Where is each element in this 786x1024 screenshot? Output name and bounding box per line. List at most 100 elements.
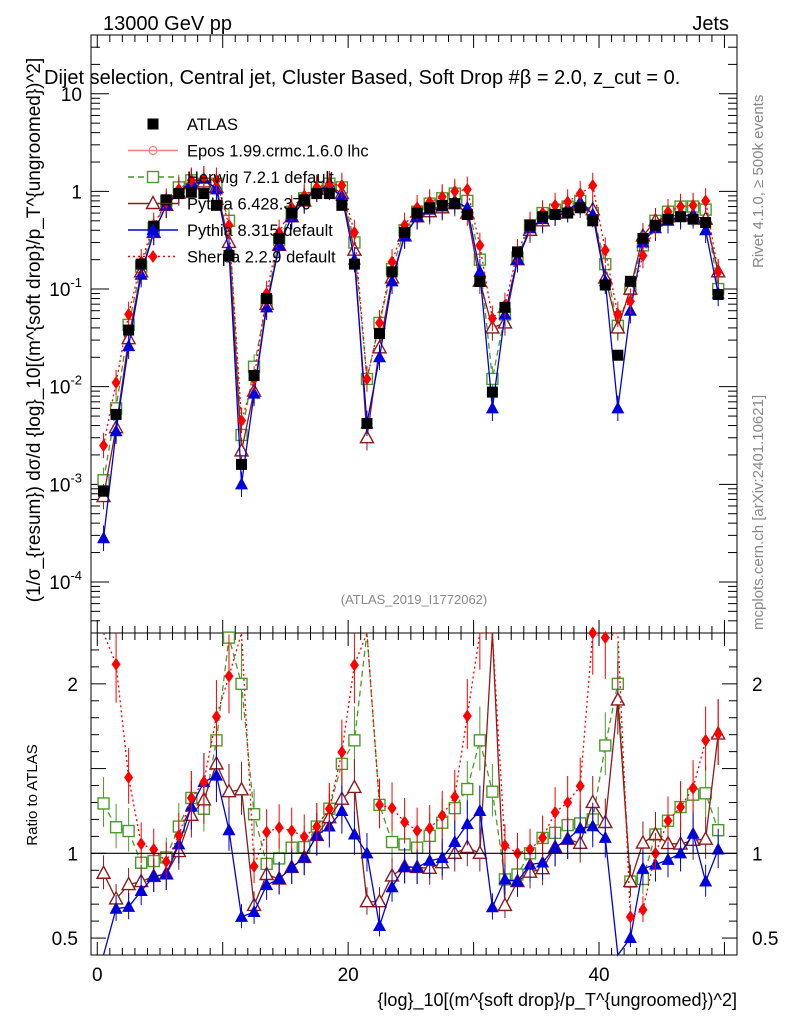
legend-label-sherpa-2-2-9-default: Sherpa 2.2.9 default: [187, 249, 336, 267]
pythia-8-315-default-point: [485, 401, 499, 414]
sherpa-2-2-9-default-ratio-point: [676, 800, 686, 814]
pythia-8-315-default-ratio-point: [373, 918, 387, 931]
sherpa-2-2-9-default-point: [701, 194, 711, 208]
atlas-point: [624, 275, 636, 287]
sherpa-2-2-9-default-ratio-point: [425, 821, 435, 835]
sherpa-2-2-9-default-ratio-line: [102, 632, 719, 918]
pythia-8-315-default-ratio-point: [398, 859, 412, 872]
atlas-point: [436, 199, 448, 211]
pythia-8-315-default-ratio-point: [235, 909, 249, 922]
sherpa-2-2-9-default-ratio-point: [136, 837, 146, 851]
sherpa-2-2-9-default-point: [99, 438, 109, 452]
sherpa-2-2-9-default-point: [224, 218, 234, 232]
sherpa-2-2-9-default-point: [387, 255, 397, 269]
legend-marker-pythia-6-428-370: [145, 195, 161, 210]
atlas-point: [336, 199, 348, 211]
atlas-point: [712, 288, 724, 300]
pythia-8-315-default-ratio-point: [561, 832, 575, 845]
pythia-6-428-370-ratio-point: [346, 778, 363, 794]
pythia-6-428-370-point: [359, 429, 375, 444]
pythia-8-315-default-ratio-point: [122, 899, 136, 912]
sherpa-2-2-9-default-ratio-point: [600, 631, 610, 645]
pythia-8-315-default-point: [611, 401, 625, 414]
y-tick-label: 10-4: [49, 568, 82, 594]
sherpa-2-2-9-default-ratio-point: [149, 842, 159, 856]
pythia-8-315-default-ratio-point: [699, 874, 713, 887]
analysis-id: (ATLAS_2019_I1772062): [341, 592, 487, 607]
atlas-point: [374, 328, 386, 340]
sherpa-2-2-9-default-ratio-point: [575, 779, 585, 793]
atlas-point: [286, 207, 298, 219]
y-tick-label: 10: [61, 85, 82, 106]
y-tick-label: 1: [71, 182, 82, 203]
sherpa-2-2-9-default-ratio-point: [462, 709, 472, 723]
sherpa-2-2-9-default-point: [613, 307, 623, 321]
sherpa-2-2-9-default-ratio-point: [299, 830, 309, 844]
pythia-8-315-default-ratio-point: [335, 803, 349, 816]
main-series: [95, 165, 726, 552]
atlas-point: [574, 202, 586, 214]
mcplots-label: mcplots.cern.ch [arXiv:2401.10621]: [750, 395, 767, 630]
x-tick-label: 0: [92, 965, 103, 986]
legend-label-atlas: ATLAS: [187, 116, 238, 134]
sherpa-2-2-9-default-point: [124, 307, 134, 321]
pythia-8-315-default-ratio-point: [247, 904, 261, 917]
sherpa-2-2-9-default-ratio-point: [312, 820, 322, 834]
sherpa-2-2-9-default-ratio-point: [174, 828, 184, 842]
herwig-7-2-1-default-ratio-point: [109, 821, 123, 834]
herwig-7-2-1-default-point: [486, 372, 499, 386]
herwig-7-2-1-default-ratio-point: [97, 797, 110, 810]
sherpa-2-2-9-default-point: [324, 177, 334, 191]
sherpa-2-2-9-default-point: [462, 182, 472, 196]
atlas-point: [236, 458, 248, 470]
pythia-8-315-default-point: [385, 274, 399, 287]
y-tick-label: 10-3: [49, 470, 82, 496]
herwig-7-2-1-default-ratio-point: [247, 808, 261, 821]
pythia-8-315-default-point: [109, 424, 123, 437]
pythia-8-315-default-ratio-point: [510, 874, 524, 887]
atlas-point: [486, 386, 498, 398]
sherpa-2-2-9-default-ratio-point: [287, 824, 297, 838]
pythia-8-315-default-ratio-point: [209, 768, 223, 781]
sherpa-2-2-9-default-ratio-point: [701, 733, 711, 747]
pythia-6-428-370-ratio-point: [610, 691, 626, 706]
atlas-point: [110, 408, 122, 420]
ratio-axis-label: Ratio to ATLAS: [24, 744, 41, 845]
pythia-8-315-default-ratio-point: [485, 900, 499, 913]
sherpa-2-2-9-default-point: [676, 200, 686, 214]
atlas-point: [298, 194, 310, 206]
atlas-point: [499, 301, 511, 313]
sherpa-2-2-9-default-ratio-point: [400, 815, 410, 829]
x-axis-label: {log}_10[(m^{soft drop}/p_T^{ungroomed})…: [377, 990, 737, 1011]
pythia-8-315-default-ratio-point: [686, 826, 700, 839]
herwig-7-2-1-default-ratio-point: [699, 787, 712, 800]
pythia-8-315-default-ratio-point: [285, 860, 299, 873]
pythia-8-315-default-ratio-point: [109, 901, 123, 914]
main-axis-ticks: 10-4 10-3 10-2 10-1 1 10: [49, 34, 737, 634]
atlas-point: [649, 219, 661, 231]
sherpa-2-2-9-default-point: [625, 294, 635, 308]
sherpa-2-2-9-default-point: [688, 198, 698, 212]
sherpa-2-2-9-default-ratio-point: [412, 824, 422, 838]
atlas-point: [461, 209, 473, 221]
atlas-point: [185, 186, 197, 198]
sherpa-2-2-9-default-ratio-point: [262, 825, 272, 839]
sherpa-2-2-9-default-ratio-point: [588, 626, 598, 640]
y-tick-label: 10-1: [49, 275, 82, 301]
atlas-point: [135, 258, 147, 270]
pythia-6-428-370-ratio-point: [120, 876, 137, 891]
atlas-point: [223, 250, 235, 262]
sherpa-2-2-9-default-point: [563, 195, 573, 209]
legend: ATLAS Epos 1.99.crmc.1.6.0 lhc Herwig 7.2.…: [128, 116, 369, 267]
sherpa-2-2-9-default-ratio-point: [437, 809, 447, 823]
atlas-point: [700, 217, 712, 229]
pythia-6-428-370-ratio-point: [233, 781, 250, 796]
rivet-label: Rivet 4.1.0, ≥ 500k events: [750, 95, 767, 268]
pythia-6-428-370-ratio-point: [221, 783, 237, 798]
atlas-point: [411, 207, 423, 219]
atlas-point: [474, 275, 486, 287]
ratio-axis-ticks: 0 20 40 0.5 0.5 1 1 2 2: [52, 632, 778, 986]
pythia-8-315-default-ratio-point: [260, 878, 274, 891]
atlas-point: [98, 485, 110, 497]
atlas-point: [198, 188, 210, 200]
